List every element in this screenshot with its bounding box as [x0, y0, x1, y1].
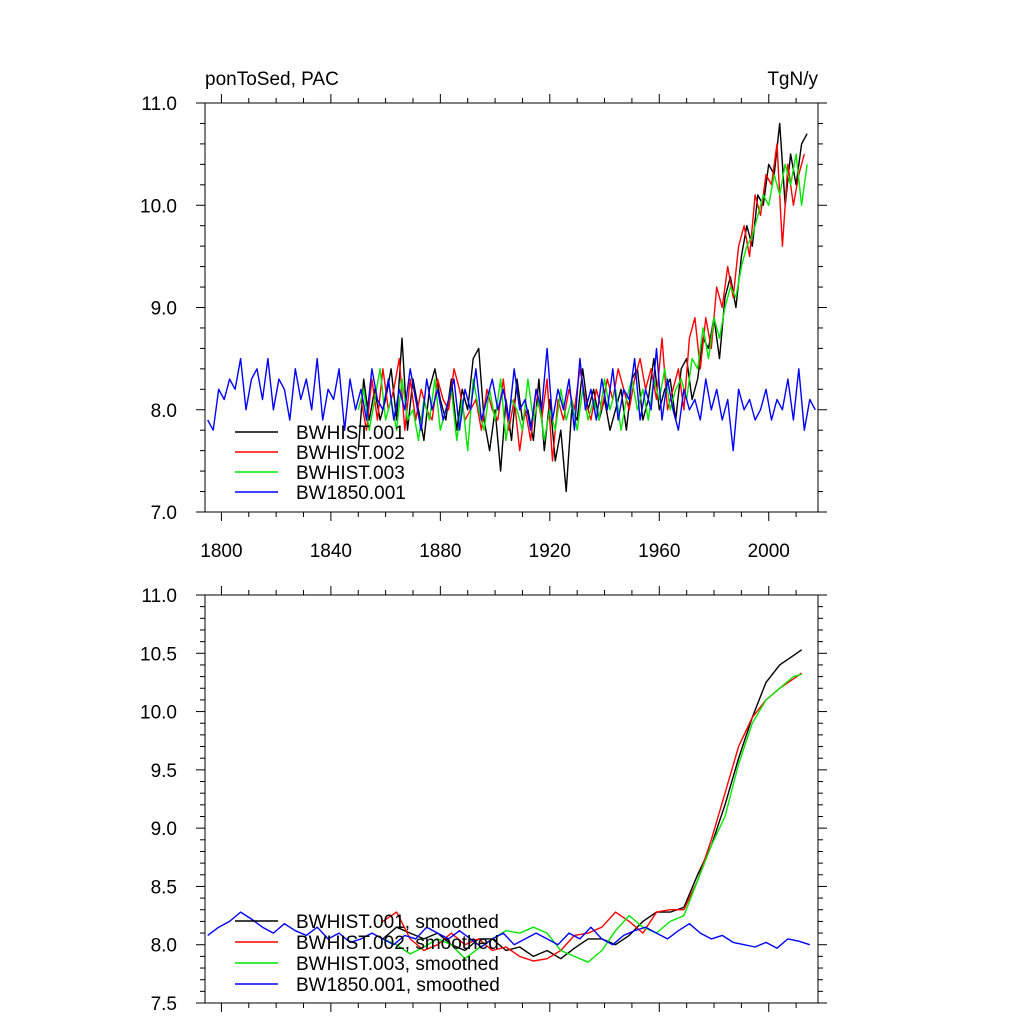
legend-label: BWHIST.001, smoothed [296, 912, 499, 933]
y-tick-label: 10.0 [140, 703, 177, 724]
y-tick-label: 8.5 [151, 877, 177, 898]
series-line-bw1850-001-smoothed [207, 911, 811, 949]
x-tick-label: 1920 [529, 541, 571, 562]
legend-label: BWHIST.003, smoothed [296, 954, 499, 975]
chart-title: ponToSed, PAC [205, 69, 339, 90]
x-tick-label: 1840 [310, 541, 352, 562]
x-tick-label: 2000 [748, 541, 790, 562]
legend-label: BW1850.001 [296, 483, 406, 504]
legend-label: BWHIST.002, smoothed [296, 933, 499, 954]
y-tick-label: 9.0 [151, 819, 177, 840]
series-line-bwhist-003 [357, 153, 808, 452]
series-line-bw1850-001 [207, 347, 816, 452]
y-tick-label: 11.0 [141, 586, 177, 607]
legend-label: BWHIST.002 [296, 443, 405, 464]
legend-label: BWHIST.001 [296, 423, 405, 444]
y-tick-label: 8.0 [151, 936, 177, 957]
y-tick-label: 7.5 [151, 994, 177, 1015]
plot-frame-2 [204, 594, 819, 1004]
y-tick-label: 10.5 [140, 644, 177, 665]
x-tick-label: 1960 [638, 541, 680, 562]
legend-label: BW1850.001, smoothed [296, 975, 500, 996]
y-tick-label: 11.0 [141, 94, 177, 115]
y-tick-label: 9.5 [151, 761, 177, 782]
y-tick-label: 10.0 [140, 196, 177, 217]
y-tick-label: 9.0 [151, 299, 177, 320]
series-line-bwhist-001-smoothed [382, 649, 803, 960]
units-label: TgN/y [767, 69, 818, 90]
series-line-bwhist-001 [357, 122, 808, 493]
legend-label: BWHIST.003 [296, 463, 405, 484]
x-tick-label: 1800 [200, 541, 242, 562]
y-tick-label: 8.0 [151, 401, 177, 422]
x-tick-label: 1880 [419, 541, 461, 562]
series-line-bwhist-003-smoothed [382, 673, 802, 963]
y-tick-label: 7.0 [151, 503, 177, 524]
